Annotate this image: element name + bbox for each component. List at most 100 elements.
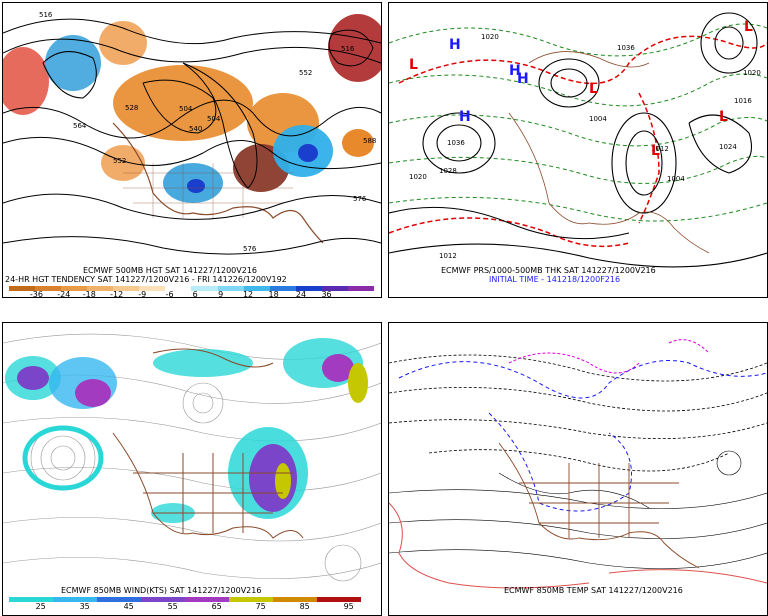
tendency-blob (113, 65, 253, 141)
scale-tick: 55 (167, 602, 178, 611)
scale-tick: 18 (268, 290, 279, 298)
scale-tick: 12 (242, 290, 254, 298)
contour-label: 516 (39, 11, 53, 19)
pressure-label: 1024 (719, 143, 737, 151)
scale-tick: 35 (79, 602, 90, 611)
isobars (389, 12, 767, 268)
low-pressure-center: L (744, 19, 753, 35)
scale-swatch (347, 286, 374, 291)
low-pressure-center: L (651, 143, 660, 159)
scale-tick: 36 (321, 290, 332, 298)
scale-tick: -36 (29, 290, 43, 298)
panel-850mb-temp: ECMWF 850MB TEMP SAT 141227/1200V216 (388, 322, 768, 616)
low-pressure-center: L (719, 109, 728, 125)
high-pressure-center: H (449, 37, 461, 53)
scale-swatch (113, 286, 140, 291)
scale-swatch (243, 286, 270, 291)
scale-tick: -12 (110, 290, 124, 298)
warm-red-isotherms (389, 502, 767, 589)
contour-label: 552 (113, 157, 126, 165)
contour-label: 540 (189, 125, 202, 133)
pressure-label: 1036 (447, 139, 465, 147)
pressure-label: 1028 (439, 167, 457, 175)
scale-tick: -18 (82, 290, 96, 298)
pressure-label: 1012 (651, 145, 669, 153)
wind-shading (5, 338, 368, 523)
pressure-label: 1020 (409, 173, 427, 181)
scale-swatch (229, 597, 273, 602)
low-pressure-center: L (589, 81, 598, 97)
freezing-isotherms (398, 360, 767, 512)
coastline (112, 122, 324, 244)
scale-swatch (141, 597, 185, 602)
map-temp (389, 339, 767, 589)
panel-title: ECMWF PRS/1000-500MB THK SAT 141227/1200… (441, 266, 656, 275)
scale-swatch (191, 286, 218, 291)
contour-label: 552 (299, 69, 312, 77)
scale-tick: 95 (343, 602, 354, 611)
scale-swatch (97, 597, 141, 602)
tendency-blob (99, 21, 147, 65)
tendency-blob (101, 145, 145, 181)
wind-color-scale (9, 597, 361, 602)
tendency-blob (187, 179, 205, 193)
scale-swatch (269, 286, 296, 291)
scale-tick: 85 (299, 602, 310, 611)
scale-swatch (321, 286, 348, 291)
tendency-blob (3, 47, 49, 115)
map-grid (123, 163, 293, 218)
map-500mb: 516 528 540 552 564 576 504 504 516 552 … (3, 11, 381, 255)
contour-label: 528 (125, 104, 138, 112)
height-contours (3, 18, 381, 255)
scale-swatch (53, 597, 97, 602)
panel-subtitle: 24-HR HGT TENDENCY SAT 141227/1200V216 -… (5, 275, 287, 284)
scale-swatch (139, 286, 166, 291)
contour-label: 564 (73, 122, 87, 130)
map-pressure: 1020 1036 1028 1020 1012 1004 1004 1012 … (389, 12, 767, 268)
thickness-contours (389, 23, 767, 222)
scale-tick: 9 (218, 290, 224, 298)
pressure-label: 1020 (743, 69, 761, 77)
coastline (112, 348, 304, 539)
warm-isotherms (389, 450, 767, 569)
scale-swatch (185, 597, 229, 602)
cold-isotherms (389, 354, 767, 472)
tendency-scale-ticks: -36 -24 -18 -12 -9 -6 6 9 12 18 24 36 (9, 290, 374, 298)
scale-tick: -24 (57, 290, 71, 298)
coastline (498, 442, 700, 569)
scale-swatch (61, 286, 88, 291)
contour-label: 576 (353, 195, 367, 203)
low-pressure-center: L (409, 57, 418, 73)
panel-title: ECMWF 850MB WIND(KTS) SAT 141227/1200V21… (61, 586, 262, 595)
contour-label: 576 (243, 245, 257, 253)
contour-label: 516 (341, 45, 355, 53)
freezing-thickness (389, 35, 767, 248)
panel-850mb-wind: ECMWF 850MB WIND(KTS) SAT 141227/1200V21… (2, 322, 382, 616)
scale-tick: 65 (211, 602, 222, 611)
map-wind (3, 333, 381, 582)
scale-swatch (217, 286, 244, 291)
high-pressure-center: H (459, 109, 471, 125)
high-pressure-center: H (517, 71, 529, 87)
panel-500mb-height: 516 528 540 552 564 576 504 504 516 552 … (2, 2, 382, 298)
contour-label: 588 (363, 137, 376, 145)
pressure-label: 1020 (481, 33, 499, 41)
scale-tick: -9 (138, 290, 147, 298)
scale-swatch (35, 286, 62, 291)
panel-pressure-thickness: 1020 1036 1028 1020 1012 1004 1004 1012 … (388, 2, 768, 298)
tendency-color-scale (9, 286, 374, 291)
scale-tick: 24 (295, 290, 307, 298)
initial-time: INITIAL TIME - 141218/1200F216 (489, 275, 621, 284)
scale-swatch (317, 597, 361, 602)
scale-swatch (87, 286, 114, 291)
scale-tick: 75 (255, 602, 266, 611)
tendency-blob (45, 35, 101, 91)
scale-tick: 25 (35, 602, 46, 611)
scale-swatch (165, 286, 192, 291)
scale-tick: 45 (123, 602, 134, 611)
scale-swatch (9, 597, 53, 602)
contour-label: 504 (179, 105, 193, 113)
pressure-label: 1012 (439, 252, 457, 260)
wind-scale-ticks: 25 35 45 55 65 75 85 95 (9, 602, 361, 612)
high-pressure-center: H (509, 63, 521, 79)
